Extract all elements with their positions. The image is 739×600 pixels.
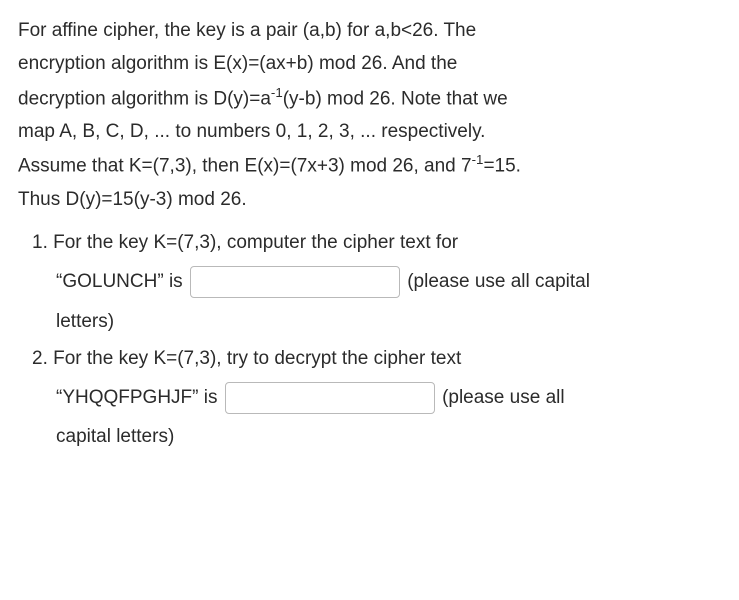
q1-hint-part2: letters) (56, 311, 114, 332)
intro-line-6: Thus D(y)=15(y-3) mod 26. (18, 183, 721, 216)
intro-line-2: encryption algorithm is E(x)=(ax+b) mod … (18, 47, 721, 80)
q2-hint-part1: (please use all (442, 387, 565, 408)
q1-answer-input[interactable] (190, 266, 400, 298)
question-1: 1. For the key K=(7,3), computer the cip… (18, 226, 721, 338)
q1-plaintext-label: “GOLUNCH” is (56, 271, 183, 292)
q2-answer-input[interactable] (225, 382, 435, 414)
intro-line-5: Assume that K=(7,3), then E(x)=(7x+3) mo… (18, 148, 721, 183)
q2-hint-part2: capital letters) (56, 426, 174, 447)
intro-text: For affine cipher, the key is a pair (a,… (18, 14, 721, 216)
intro-line-1: For affine cipher, the key is a pair (a,… (18, 14, 721, 47)
q1-prompt: 1. For the key K=(7,3), computer the cip… (32, 226, 721, 259)
intro-line-3: decryption algorithm is D(y)=a-1(y-b) mo… (18, 81, 721, 116)
intro-line-4: map A, B, C, D, ... to numbers 0, 1, 2, … (18, 115, 721, 148)
q2-ciphertext-label: “YHQQFPGHJF” is (56, 387, 218, 408)
question-2: 2. For the key K=(7,3), try to decrypt t… (18, 342, 721, 454)
q1-hint-part1: (please use all capital (407, 271, 590, 292)
q2-prompt: 2. For the key K=(7,3), try to decrypt t… (32, 342, 721, 375)
